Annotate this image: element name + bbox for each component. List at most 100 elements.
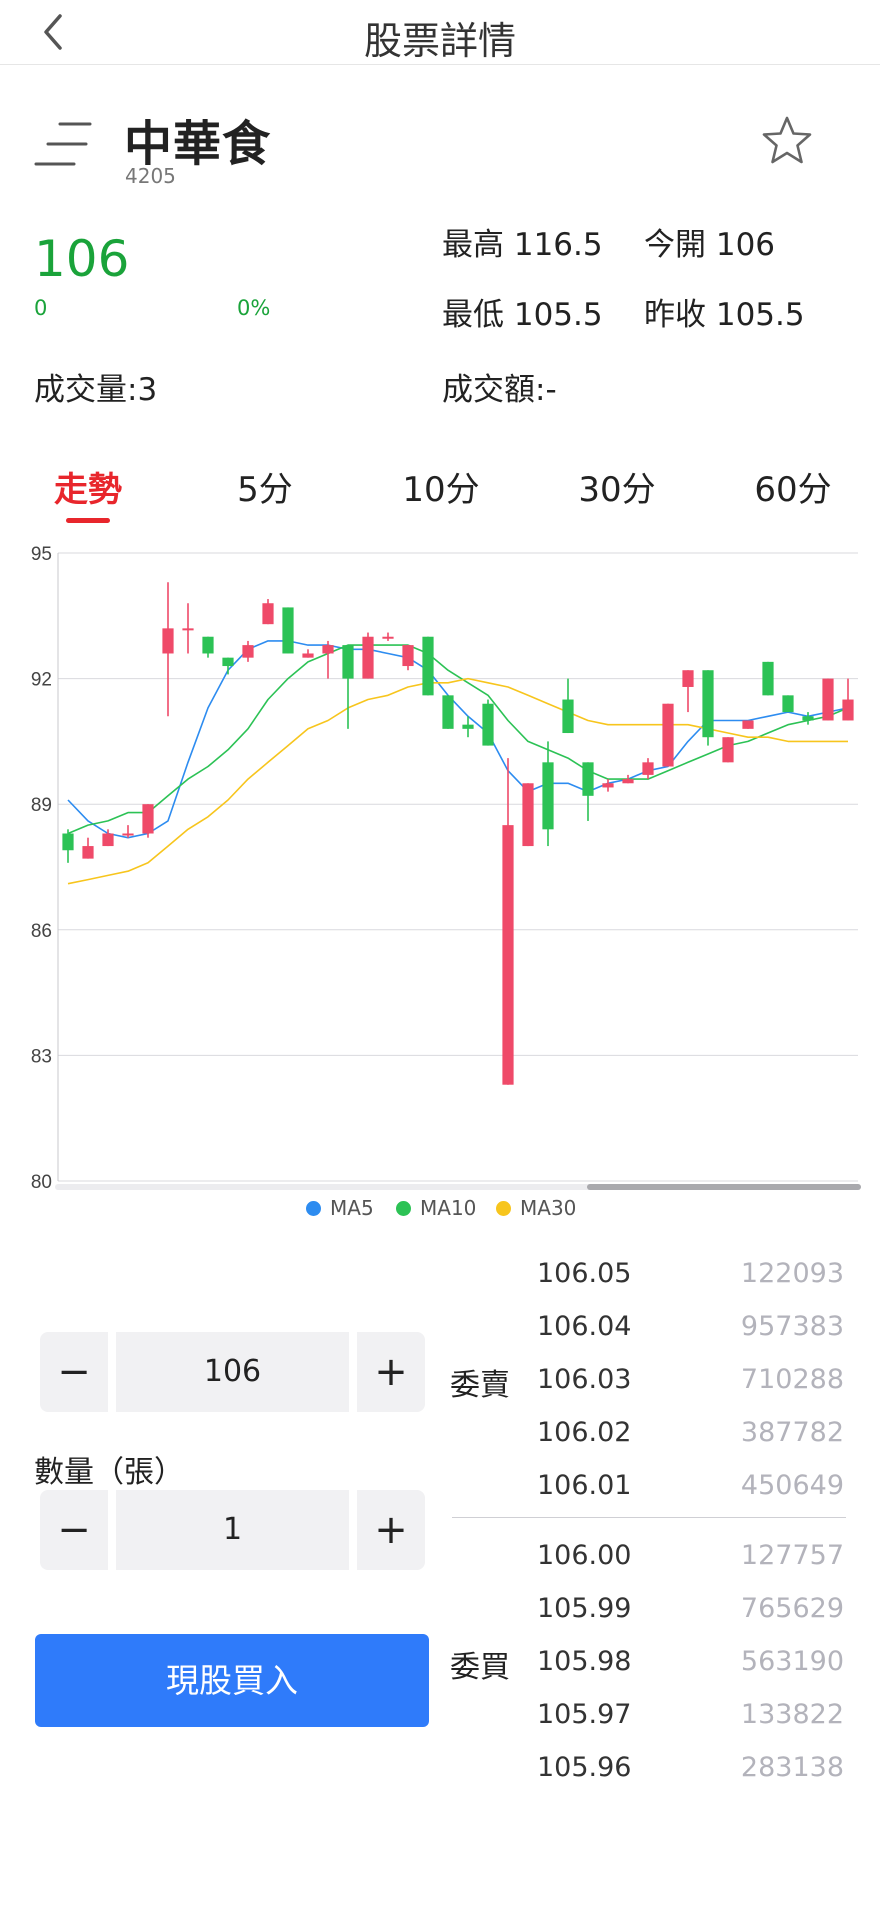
candle-body: [342, 645, 354, 679]
price-decrease-button[interactable]: −: [40, 1332, 108, 1412]
candle-body: [322, 645, 334, 654]
volume-stat: 成交量:3: [34, 372, 158, 408]
candle-body: [762, 661, 774, 696]
bid-price: 105.97: [537, 1699, 632, 1730]
back-arrow-icon[interactable]: [38, 10, 74, 54]
high-value: 116.5: [513, 227, 603, 263]
legend-ma30: MA30: [496, 1196, 576, 1220]
candle-body: [142, 804, 154, 834]
candle-body: [722, 737, 734, 763]
y-tick-label: 86: [31, 921, 52, 942]
bid-volume: 283138: [740, 1752, 844, 1783]
ask-volume: 957383: [740, 1311, 844, 1342]
candle-body: [222, 657, 234, 667]
tab-5min[interactable]: 5分: [237, 470, 293, 510]
quantity-input[interactable]: 1: [116, 1490, 349, 1570]
ask-side-label: 委賣: [450, 1368, 510, 1403]
candle-body: [422, 636, 434, 696]
bid-price: 105.98: [537, 1646, 632, 1677]
y-tick-label: 95: [31, 544, 52, 565]
ask-price: 106.04: [537, 1311, 632, 1342]
candle-body: [382, 636, 394, 639]
legend-ma5-dot: [306, 1201, 321, 1216]
candle-body: [202, 636, 214, 654]
bid-volume: 563190: [740, 1646, 844, 1677]
prev-close-stat: 昨收 105.5: [644, 289, 805, 334]
candle-body: [122, 833, 134, 836]
candle-body: [482, 703, 494, 746]
price-input[interactable]: 106: [116, 1332, 349, 1412]
legend-ma30-dot: [496, 1201, 511, 1216]
candle-body: [782, 695, 794, 713]
menu-icon[interactable]: [34, 120, 92, 168]
candle-body: [802, 716, 814, 721]
tab-10min[interactable]: 10分: [402, 470, 480, 510]
low-label: 最低: [442, 297, 504, 333]
candle-body: [822, 678, 834, 721]
tab-trend[interactable]: 走勢: [54, 470, 122, 510]
candle-body: [702, 670, 714, 738]
candle-body: [282, 607, 294, 654]
open-stat: 今開 106: [644, 219, 775, 264]
candle-body: [442, 695, 454, 729]
ask-volume: 122093: [740, 1258, 844, 1289]
active-tab-indicator: [66, 518, 110, 523]
candle-body: [682, 670, 694, 687]
last-price: 106: [34, 230, 130, 288]
ask-price: 106.01: [537, 1470, 632, 1501]
quantity-increase-button[interactable]: +: [357, 1490, 425, 1570]
y-tick-label: 83: [31, 1046, 52, 1067]
candle-body: [542, 762, 554, 830]
price-increase-button[interactable]: +: [357, 1332, 425, 1412]
candle-body: [362, 636, 374, 679]
tab-60min[interactable]: 60分: [754, 470, 832, 510]
bid-volume: 765629: [740, 1593, 844, 1624]
tab-30min[interactable]: 30分: [578, 470, 656, 510]
candle-body: [842, 699, 854, 721]
legend-ma10-dot: [396, 1201, 411, 1216]
candle-body: [82, 846, 94, 859]
price-change-percent: 0%: [237, 296, 271, 320]
ask-volume: 387782: [740, 1417, 844, 1448]
candle-body: [242, 645, 254, 658]
bid-volume: 133822: [740, 1699, 844, 1730]
ma-line-ma10: [67, 644, 849, 835]
prev-close-label: 昨收: [644, 297, 706, 333]
candle-body: [402, 645, 414, 667]
candle-body: [302, 653, 314, 658]
low-value: 105.5: [513, 297, 603, 333]
ask-volume: 450649: [740, 1470, 844, 1501]
legend-ma10: MA10: [396, 1196, 476, 1220]
stock-name: 中華食: [124, 116, 272, 172]
candlestick-chart[interactable]: 95 92 89 86 83 80: [0, 535, 880, 1220]
ma-line-ma5: [67, 640, 849, 839]
bid-price: 105.96: [537, 1752, 632, 1783]
candle-body: [662, 703, 674, 767]
open-label: 今開: [644, 227, 706, 263]
ma-line-ma30: [67, 677, 848, 885]
buy-button[interactable]: 現股買入: [35, 1634, 429, 1727]
quantity-decrease-button[interactable]: −: [40, 1490, 108, 1570]
low-stat: 最低 105.5: [442, 289, 603, 334]
candle-body: [642, 762, 654, 775]
top-bar: [0, 0, 880, 65]
high-label: 最高: [442, 227, 504, 263]
candle-body: [462, 724, 474, 729]
y-tick-label: 80: [31, 1172, 52, 1193]
order-book-divider: [452, 1517, 846, 1518]
candle-body: [162, 628, 174, 654]
ask-price: 106.05: [537, 1258, 632, 1289]
candle-body: [622, 779, 634, 784]
quantity-label: 數量（張）: [34, 1455, 184, 1490]
bid-price: 106.00: [537, 1540, 632, 1571]
candle-body: [102, 833, 114, 847]
ask-price: 106.03: [537, 1364, 632, 1395]
candle-body: [582, 762, 594, 796]
legend-ma30-label: MA30: [520, 1196, 577, 1220]
stock-code: 4205: [125, 164, 176, 188]
candle-body: [182, 628, 194, 631]
prev-close-value: 105.5: [715, 297, 805, 333]
high-stat: 最高 116.5: [442, 219, 603, 264]
bid-side-label: 委買: [450, 1650, 510, 1685]
star-favorite-icon[interactable]: [760, 114, 814, 168]
